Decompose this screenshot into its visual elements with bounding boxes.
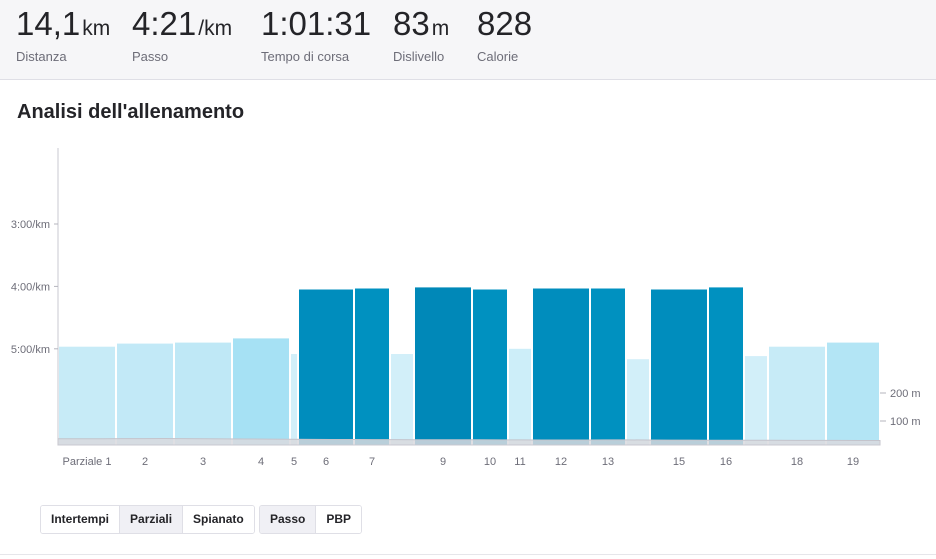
stat-unit: m [431, 17, 450, 40]
pbp-button[interactable]: PBP [315, 506, 362, 533]
split-bar[interactable] [233, 338, 289, 445]
x-tick-label: 13 [602, 456, 614, 468]
x-tick-label: 4 [258, 456, 264, 468]
split-bar[interactable] [709, 287, 743, 445]
split-bar[interactable] [117, 343, 173, 445]
x-tick-label: 3 [200, 456, 206, 468]
x-tick-label: 6 [323, 456, 329, 468]
stat-value: 828 [477, 5, 533, 42]
stat-label: Calorie [477, 49, 519, 64]
stat-label: Dislivello [393, 49, 445, 64]
y-tick-label: 5:00/km [11, 344, 50, 356]
split-bar[interactable] [299, 289, 353, 446]
split-bar[interactable] [291, 354, 297, 445]
divider [0, 554, 936, 555]
x-tick-label: 7 [369, 456, 375, 468]
section-title: Analisi dell'allenamento [17, 101, 245, 123]
y-tick-label: 3:00/km [11, 219, 50, 231]
stat-unit: km [82, 17, 111, 40]
x-tick-label: 5 [291, 456, 297, 468]
stat-value: 14,1 [16, 5, 81, 42]
split-bar[interactable] [769, 346, 825, 445]
stat-label: Passo [132, 49, 169, 64]
split-bar[interactable] [745, 356, 767, 445]
stat-value: 4:21 [132, 5, 197, 42]
splits-chart[interactable]: 3:00/km 4:00/km 5:00/km 200 m 100 m Parziale … [0, 140, 936, 475]
stat-label: Tempo di corsa [261, 49, 350, 64]
stat-distance: 14,1km Distanza [16, 5, 111, 65]
stat-moving-time: 1:01:31 Tempo di corsa [261, 5, 373, 65]
stat-pace: 4:21/km Passo [132, 5, 233, 65]
elevation-profile [57, 437, 881, 446]
spianato-button[interactable]: Spianato [182, 506, 254, 533]
stat-value: 83 [393, 5, 430, 42]
split-bar[interactable] [391, 354, 413, 445]
split-bar[interactable] [415, 287, 471, 445]
x-tick-label: 18 [791, 456, 803, 468]
parziali-button[interactable]: Parziali [119, 506, 183, 533]
split-bar[interactable] [355, 288, 389, 446]
split-bar[interactable] [473, 289, 507, 446]
split-bar[interactable] [627, 359, 649, 445]
x-tick-label: 12 [555, 456, 567, 468]
x-tick-label: 16 [720, 456, 732, 468]
split-bar[interactable] [175, 342, 231, 445]
split-bar[interactable] [533, 288, 589, 446]
x-tick-label: 9 [440, 456, 446, 468]
split-bar[interactable] [509, 348, 531, 445]
x-tick-label: 19 [847, 456, 859, 468]
elevation-tick-label: 100 m [890, 416, 921, 428]
stat-unit: /km [198, 17, 233, 40]
x-tick-label: 11 [514, 456, 525, 468]
x-tick-label: Parziale 1 [63, 456, 112, 468]
intertempi-button[interactable]: Intertempi [41, 506, 120, 533]
metric-toggle: Passo PBP [259, 505, 363, 534]
stats-bar: 14,1km Distanza 4:21/km Passo 1:01:31 Te… [0, 0, 936, 80]
x-tick-label: 15 [673, 456, 685, 468]
stat-label: Distanza [16, 49, 67, 64]
x-tick-label: 2 [142, 456, 148, 468]
split-bar[interactable] [827, 342, 879, 445]
stat-calories: 828 Calorie [477, 5, 534, 65]
split-bar[interactable] [591, 288, 625, 446]
y-tick-label: 4:00/km [11, 281, 50, 293]
split-mode-toggle: Intertempi Parziali Spianato [40, 505, 255, 534]
stat-elevation: 83m Dislivello [393, 5, 450, 65]
stat-value: 1:01:31 [261, 5, 372, 42]
split-bar[interactable] [59, 346, 115, 445]
split-bar[interactable] [651, 289, 707, 446]
passo-button[interactable]: Passo [260, 506, 316, 533]
elevation-tick-label: 200 m [890, 388, 921, 400]
x-tick-label: 10 [484, 456, 496, 468]
